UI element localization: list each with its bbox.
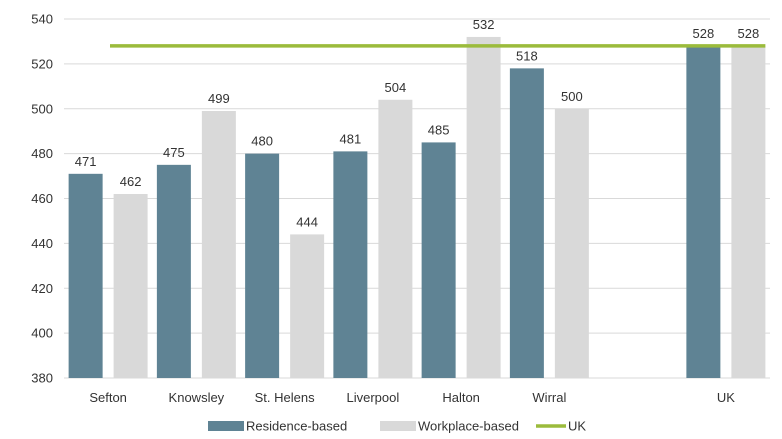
y-tick-label: 420: [31, 281, 53, 296]
data-label: 500: [561, 89, 583, 104]
data-label: 444: [296, 214, 318, 229]
y-tick-label: 460: [31, 191, 53, 206]
y-tick-label: 520: [31, 56, 53, 71]
data-label: 528: [693, 26, 715, 41]
legend-swatch-workplace: [380, 421, 416, 431]
legend-label-residence: Residence-based: [246, 419, 347, 434]
legend: Residence-based Workplace-based UK: [208, 419, 586, 434]
x-tick-label: Halton: [442, 390, 480, 405]
data-label: 462: [120, 174, 142, 189]
bar: [731, 45, 766, 379]
legend-swatch-residence: [208, 421, 244, 431]
y-tick-label: 500: [31, 101, 53, 116]
y-axis-ticks: 380 400 420 440 460 480 500 520 540: [31, 12, 53, 386]
data-label: 475: [163, 145, 185, 160]
data-label: 471: [75, 154, 97, 169]
data-label: 499: [208, 91, 230, 106]
x-tick-label: Liverpool: [346, 390, 399, 405]
data-label: 532: [473, 17, 495, 32]
y-tick-label: 400: [31, 326, 53, 341]
data-label: 504: [385, 80, 407, 95]
bar: [686, 45, 721, 379]
bar: [68, 173, 103, 378]
x-tick-label: UK: [717, 390, 735, 405]
bar: [113, 194, 148, 378]
bar: [156, 164, 191, 378]
bar: [290, 234, 325, 378]
y-tick-label: 380: [31, 371, 53, 386]
x-tick-label: Knowsley: [169, 390, 225, 405]
legend-label-uk: UK: [568, 419, 586, 434]
data-label: 518: [516, 48, 538, 63]
bars: [68, 36, 766, 379]
data-label: 528: [738, 26, 760, 41]
bar: [245, 153, 280, 378]
data-label: 480: [251, 134, 273, 149]
x-axis-ticks: Sefton Knowsley St. Helens Liverpool Halton W…: [89, 390, 735, 405]
bar: [201, 110, 236, 379]
bar: [421, 142, 456, 378]
y-tick-label: 540: [31, 12, 53, 27]
data-label: 485: [428, 122, 450, 137]
data-labels: 471 462 475 499 480 444 481 504 485 532 518 500 528 5…: [75, 17, 759, 229]
x-tick-label: Sefton: [89, 390, 127, 405]
bar: [509, 68, 544, 379]
bar: [466, 36, 501, 378]
x-tick-label: Wirral: [532, 390, 566, 405]
legend-label-workplace: Workplace-based: [418, 419, 519, 434]
bar: [378, 99, 413, 379]
y-tick-label: 480: [31, 146, 53, 161]
bar: [333, 151, 368, 378]
y-tick-label: 440: [31, 236, 53, 251]
x-tick-label: St. Helens: [255, 390, 315, 405]
bar: [554, 108, 589, 378]
data-label: 481: [340, 131, 362, 146]
